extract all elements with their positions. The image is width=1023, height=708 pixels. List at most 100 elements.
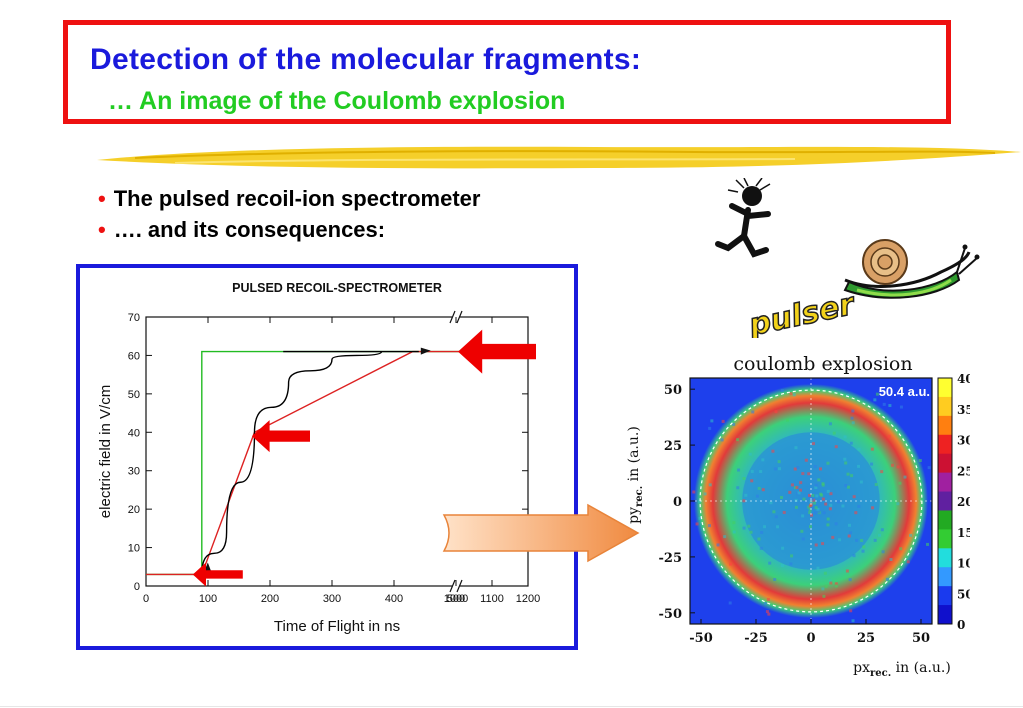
heatmap-pixel (814, 511, 817, 514)
heatmap-pixel (737, 469, 740, 472)
heatmap-pixel (850, 474, 853, 477)
heatmap-pixel (882, 550, 885, 553)
heatmap-pixel (767, 613, 770, 616)
heatmap-pixel (750, 479, 753, 482)
heatmap-pixel (821, 587, 824, 590)
colorbar-segment (938, 510, 952, 529)
heatmap-pixel (692, 491, 695, 494)
heatmap-pixel (760, 531, 763, 534)
heatmap-pixel (696, 522, 699, 525)
colorbar-segment (938, 492, 952, 511)
heatmap-pixel (798, 491, 801, 494)
heatmap-pixel (794, 446, 797, 449)
heatmap-pixel (708, 524, 711, 527)
heatmap-pixel (831, 536, 834, 539)
heatmap-pixel (827, 490, 830, 493)
heatmap-pixel (829, 504, 832, 507)
heatmap-pixel (788, 491, 791, 494)
heatmap-pixel (802, 498, 805, 501)
y-tick-label: 70 (128, 312, 140, 324)
heatmap-pixel (717, 543, 720, 546)
heatmap-pixel (835, 584, 838, 587)
heatmap-pixel (849, 531, 852, 534)
heatmap-pixel (758, 487, 761, 490)
chart-title: coulomb explosion (733, 353, 912, 375)
heatmap-pixel (841, 504, 844, 507)
y-tick-label: 20 (128, 504, 140, 516)
heatmap-pixel (795, 506, 798, 509)
heatmap-pixel (795, 486, 798, 489)
heatmap-pixel (775, 515, 778, 518)
heatmap-pixel (815, 543, 818, 546)
heatmap-pixel (781, 564, 784, 567)
heatmap-pixel (843, 458, 846, 461)
heatmap-pixel (744, 494, 747, 497)
colorbar-segment (938, 529, 952, 548)
heatmap-pixel (742, 499, 745, 502)
x-tick-label: 0 (806, 631, 815, 646)
heatmap-pixel (799, 481, 802, 484)
heatmap-pixel (749, 453, 752, 456)
heatmap-pixel (796, 466, 799, 469)
colorbar-segment (938, 416, 952, 435)
heatmap-pixel (880, 470, 883, 473)
heatmap-pixel (810, 500, 813, 503)
heatmap-pixel (815, 506, 818, 509)
heatmap-pixel (847, 486, 850, 489)
heatmap-pixel (807, 472, 810, 475)
heatmap-pixel (891, 464, 894, 467)
heatmap-pixel (778, 467, 781, 470)
heatmap-pixel (781, 389, 784, 392)
heatmap-pixel (847, 473, 850, 476)
heatmap-pixel (851, 410, 854, 413)
heatmap-pixel (824, 572, 827, 575)
yellow-brush-stroke (95, 138, 1023, 174)
colorbar-label: 400 (957, 372, 970, 386)
chart-frame (78, 266, 576, 648)
heatmap-pixel (826, 523, 829, 526)
x-axis-label: pxrec. in (a.u.) (853, 660, 951, 679)
y-axis-label: pyrec. in (a.u.) (626, 426, 645, 524)
heatmap-pixel (881, 528, 884, 531)
y-tick-label: 0 (673, 495, 682, 510)
heatmap-pixel (791, 483, 794, 486)
heatmap-pixel (772, 510, 775, 513)
heatmap-pixel (802, 537, 805, 540)
colorbar-segment (938, 605, 952, 624)
heatmap-pixel (849, 578, 852, 581)
heatmap-pixel (801, 514, 804, 517)
x-tick-label: 1100 (480, 593, 504, 605)
heatmap-pixel (761, 458, 764, 461)
heatmap-pixel (773, 578, 776, 581)
y-axis-label: electric field in V/cm (97, 385, 114, 518)
chart-title: PULSED RECOIL-SPECTROMETER (232, 281, 442, 295)
heatmap-pixel (760, 547, 763, 550)
heatmap-pixel (778, 460, 781, 463)
heatmap-pixel (838, 538, 841, 541)
heatmap-pixel (780, 496, 783, 499)
colorbar-label: 350 (957, 403, 970, 417)
colorbar-label: 300 (957, 434, 970, 448)
x-tick-label: 200 (261, 593, 279, 605)
x-tick-label: 1000 (444, 593, 468, 605)
y-tick-label: 50 (128, 389, 140, 401)
heatmap-pixel (821, 482, 824, 485)
x-tick-label: -50 (689, 631, 713, 646)
heatmap-pixel (826, 462, 829, 465)
heatmap-pixel (781, 547, 784, 550)
heatmap-pixel (757, 538, 760, 541)
heatmap-pixel (736, 438, 739, 441)
colorbar-label: 250 (957, 464, 970, 478)
colorbar-segment (938, 454, 952, 473)
heatmap-pixel (747, 525, 750, 528)
heatmap-pixel (795, 499, 798, 502)
colorbar-segment (938, 586, 952, 605)
colorbar-segment (938, 397, 952, 416)
heatmap-pixel (789, 562, 792, 565)
y-tick-label: 0 (134, 581, 140, 593)
heatmap-pixel (848, 524, 851, 527)
heatmap-pixel (852, 619, 855, 622)
heatmap-pixel (852, 421, 855, 424)
heatmap-pixel (851, 417, 854, 420)
heatmap-pixel (886, 578, 889, 581)
